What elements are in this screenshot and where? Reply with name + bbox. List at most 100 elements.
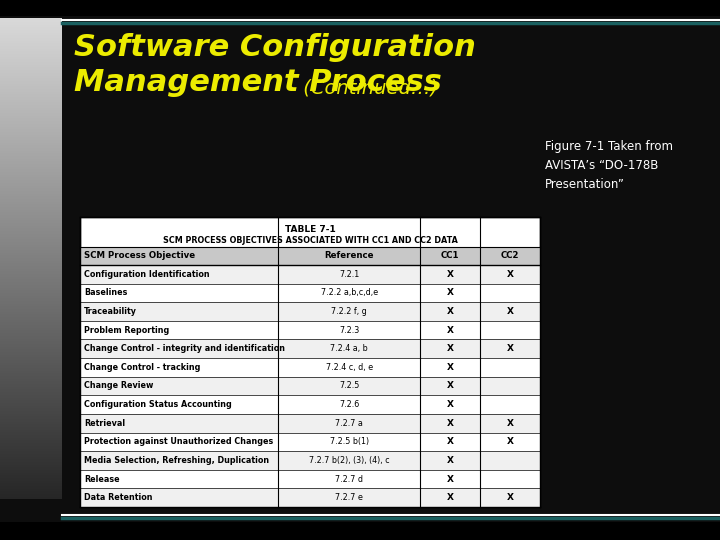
FancyBboxPatch shape [0,383,62,385]
FancyBboxPatch shape [0,407,62,409]
FancyBboxPatch shape [0,354,62,356]
FancyBboxPatch shape [80,395,540,414]
FancyBboxPatch shape [80,433,540,451]
FancyBboxPatch shape [0,357,62,359]
FancyBboxPatch shape [0,414,62,416]
FancyBboxPatch shape [0,170,62,172]
FancyBboxPatch shape [0,58,62,60]
FancyBboxPatch shape [0,280,62,282]
FancyBboxPatch shape [0,132,62,134]
FancyBboxPatch shape [0,175,62,177]
FancyBboxPatch shape [0,452,62,454]
FancyBboxPatch shape [0,68,62,70]
FancyBboxPatch shape [0,466,62,468]
FancyBboxPatch shape [0,246,62,248]
FancyBboxPatch shape [0,266,62,268]
FancyBboxPatch shape [0,49,62,51]
FancyBboxPatch shape [0,214,62,216]
Text: X: X [447,270,454,279]
FancyBboxPatch shape [0,367,62,369]
FancyBboxPatch shape [0,468,62,470]
FancyBboxPatch shape [0,72,62,74]
FancyBboxPatch shape [0,375,62,377]
FancyBboxPatch shape [0,249,62,251]
FancyBboxPatch shape [0,32,62,34]
FancyBboxPatch shape [0,79,62,81]
FancyBboxPatch shape [0,296,62,298]
FancyBboxPatch shape [0,121,62,123]
FancyBboxPatch shape [0,237,62,239]
Text: 7.2.7 b(2), (3), (4), c: 7.2.7 b(2), (3), (4), c [309,456,390,465]
FancyBboxPatch shape [0,172,62,174]
FancyBboxPatch shape [0,76,62,78]
FancyBboxPatch shape [0,85,62,87]
Text: Figure 7-1 Taken from
AVISTA’s “DO-178B
Presentation”: Figure 7-1 Taken from AVISTA’s “DO-178B … [545,140,673,191]
FancyBboxPatch shape [0,99,62,101]
FancyBboxPatch shape [0,190,62,192]
FancyBboxPatch shape [0,314,62,316]
FancyBboxPatch shape [0,263,62,265]
FancyBboxPatch shape [0,56,62,58]
FancyBboxPatch shape [0,349,62,351]
FancyBboxPatch shape [0,38,62,40]
FancyBboxPatch shape [0,91,62,93]
FancyBboxPatch shape [0,26,62,28]
FancyBboxPatch shape [80,451,540,470]
FancyBboxPatch shape [0,93,62,95]
FancyBboxPatch shape [0,230,62,232]
FancyBboxPatch shape [0,401,62,403]
FancyBboxPatch shape [0,457,62,459]
Text: X: X [507,345,513,353]
FancyBboxPatch shape [0,157,62,159]
Text: 7.2.2 a,b,c,d,e: 7.2.2 a,b,c,d,e [320,288,378,298]
Text: Configuration Status Accounting: Configuration Status Accounting [84,400,232,409]
FancyBboxPatch shape [0,493,62,495]
FancyBboxPatch shape [0,119,62,121]
FancyBboxPatch shape [0,463,62,465]
FancyBboxPatch shape [0,319,62,321]
Text: X: X [447,326,454,335]
FancyBboxPatch shape [0,144,62,146]
FancyBboxPatch shape [0,386,62,388]
FancyBboxPatch shape [0,448,62,450]
FancyBboxPatch shape [0,36,62,38]
FancyBboxPatch shape [0,275,62,277]
Text: 7.2.7 d: 7.2.7 d [335,475,363,484]
Text: Problem Reporting: Problem Reporting [84,326,169,335]
FancyBboxPatch shape [0,328,62,330]
FancyBboxPatch shape [0,134,62,136]
FancyBboxPatch shape [0,279,62,281]
FancyBboxPatch shape [0,221,62,223]
FancyBboxPatch shape [0,97,62,99]
FancyBboxPatch shape [0,430,62,432]
FancyBboxPatch shape [0,318,62,320]
FancyBboxPatch shape [0,313,62,315]
FancyBboxPatch shape [0,71,62,73]
FancyBboxPatch shape [0,459,62,461]
FancyBboxPatch shape [0,66,62,68]
FancyBboxPatch shape [0,201,62,203]
FancyBboxPatch shape [0,436,62,438]
FancyBboxPatch shape [0,74,62,76]
Text: Retrieval: Retrieval [84,418,125,428]
FancyBboxPatch shape [0,451,62,453]
FancyBboxPatch shape [0,522,720,540]
FancyBboxPatch shape [0,333,62,335]
FancyBboxPatch shape [0,496,62,498]
FancyBboxPatch shape [0,321,62,323]
FancyBboxPatch shape [0,359,62,361]
FancyBboxPatch shape [0,479,62,481]
FancyBboxPatch shape [0,28,62,30]
FancyBboxPatch shape [0,194,62,196]
FancyBboxPatch shape [0,167,62,169]
FancyBboxPatch shape [0,186,62,188]
FancyBboxPatch shape [0,270,62,272]
FancyBboxPatch shape [0,286,62,288]
FancyBboxPatch shape [0,100,62,102]
FancyBboxPatch shape [0,329,62,331]
FancyBboxPatch shape [0,387,62,389]
FancyBboxPatch shape [0,120,62,122]
FancyBboxPatch shape [0,486,62,488]
FancyBboxPatch shape [0,206,62,208]
FancyBboxPatch shape [0,240,62,242]
